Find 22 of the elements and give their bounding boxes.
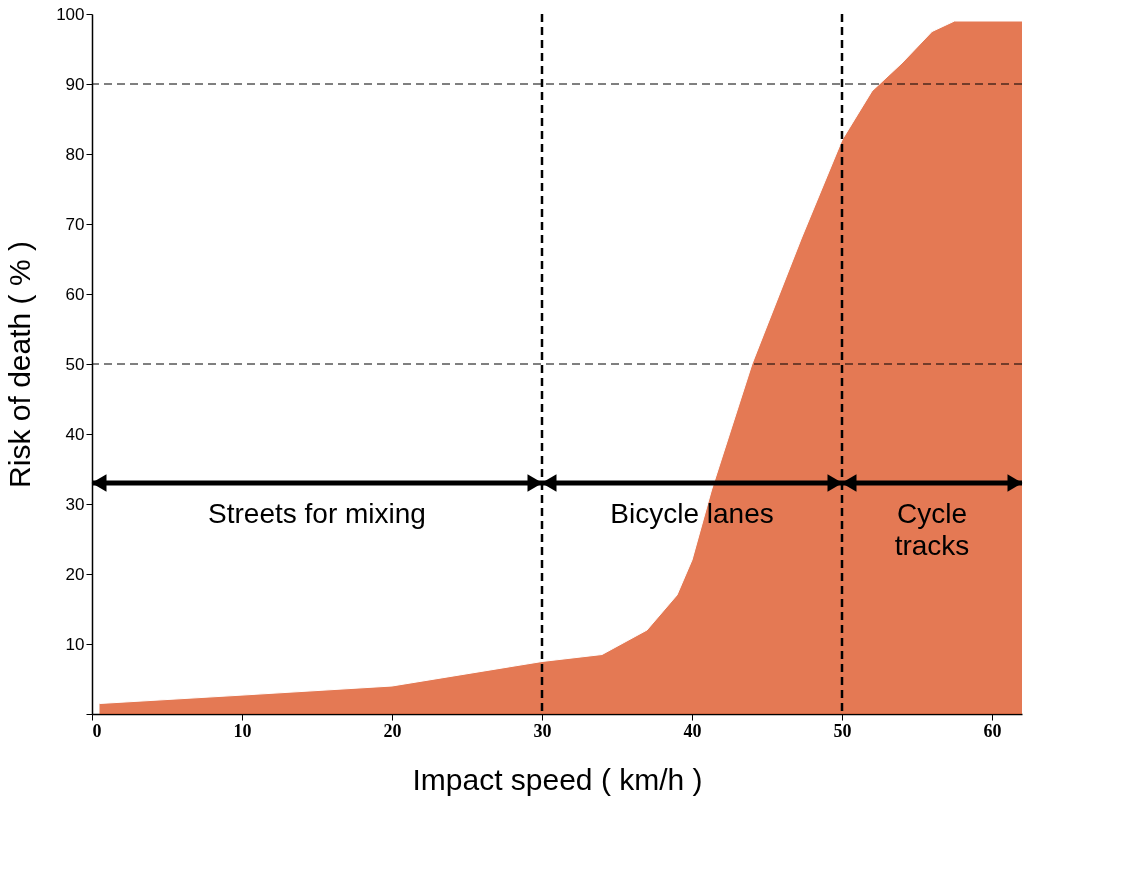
annotation: Bicycle lanes (610, 498, 774, 529)
y-tick-label: 70 (65, 214, 85, 234)
x-tick-label: 40 (683, 720, 702, 741)
y-tick-label: 80 (65, 144, 85, 164)
y-tick-label: 60 (65, 284, 85, 304)
y-tick-label: 90 (65, 74, 85, 94)
y-tick-label: 100 (56, 4, 85, 24)
x-tick-label: 50 (833, 720, 852, 741)
annotation: Streets for mixing (208, 498, 426, 529)
y-tick-label: 10 (65, 634, 85, 654)
x-axis-title: Impact speed ( km/h ) (412, 762, 703, 796)
x-tick-label: 0 (92, 720, 102, 741)
annotation: Cycle tracks (894, 498, 970, 561)
y-axis-title: Risk of death ( % ) (3, 241, 37, 488)
x-tick-label: 20 (383, 720, 402, 741)
x-tick-label: 30 (533, 720, 552, 741)
y-tick-label: 40 (65, 424, 85, 444)
x-tick-label: 60 (983, 720, 1002, 741)
y-tick-label: 20 (65, 564, 85, 584)
x-tick-label: 10 (233, 720, 252, 741)
y-tick-label: 30 (65, 494, 85, 514)
y-tick-label: 50 (65, 354, 85, 374)
